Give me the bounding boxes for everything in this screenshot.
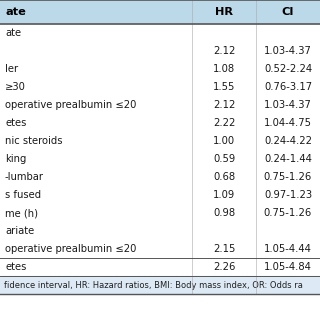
Text: s fused: s fused [5,190,41,200]
Bar [0,96,320,114]
Text: 1.09: 1.09 [213,190,235,200]
Text: ≥30: ≥30 [5,82,26,92]
Text: 0.24-4.22: 0.24-4.22 [264,136,312,146]
Text: 1.00: 1.00 [213,136,235,146]
Bar [0,168,320,186]
Bar [0,24,320,42]
Text: operative prealbumin ≤20: operative prealbumin ≤20 [5,244,136,254]
Bar [0,150,320,168]
Text: CI: CI [282,7,294,17]
Text: 1.05-4.44: 1.05-4.44 [264,244,312,254]
Text: operative prealbumin ≤20: operative prealbumin ≤20 [5,100,136,110]
Text: HR: HR [215,7,233,17]
Text: 0.68: 0.68 [213,172,235,182]
Text: 1.04-4.75: 1.04-4.75 [264,118,312,128]
Bar [0,114,320,132]
Text: nic steroids: nic steroids [5,136,62,146]
Text: 1.03-4.37: 1.03-4.37 [264,100,312,110]
Bar [0,0,320,24]
Text: 1.03-4.37: 1.03-4.37 [264,46,312,56]
Text: 0.52-2.24: 0.52-2.24 [264,64,312,74]
Bar [0,60,320,78]
Bar [0,132,320,150]
Text: 0.98: 0.98 [213,208,235,218]
Text: ate: ate [5,28,21,38]
Text: 2.26: 2.26 [213,262,235,272]
Bar [0,42,320,60]
Text: 0.24-1.44: 0.24-1.44 [264,154,312,164]
Text: 0.75-1.26: 0.75-1.26 [264,208,312,218]
Bar [0,78,320,96]
Text: ler: ler [5,64,18,74]
Text: 2.12: 2.12 [213,46,235,56]
Bar [0,222,320,240]
Text: 0.76-3.17: 0.76-3.17 [264,82,312,92]
Text: ariate: ariate [5,226,34,236]
Text: fidence interval, HR: Hazard ratios, BMI: Body mass index, OR: Odds ra: fidence interval, HR: Hazard ratios, BMI… [4,281,303,290]
Bar [0,204,320,222]
Bar [0,186,320,204]
Text: etes: etes [5,262,26,272]
Text: etes: etes [5,118,26,128]
Text: me (h): me (h) [5,208,38,218]
Text: 0.97-1.23: 0.97-1.23 [264,190,312,200]
Text: 2.15: 2.15 [213,244,235,254]
Text: 2.22: 2.22 [213,118,235,128]
Text: 0.59: 0.59 [213,154,235,164]
Bar [0,258,320,276]
Text: 1.55: 1.55 [213,82,235,92]
Text: 0.75-1.26: 0.75-1.26 [264,172,312,182]
Text: 2.12: 2.12 [213,100,235,110]
Text: -lumbar: -lumbar [5,172,44,182]
Bar [0,240,320,258]
Text: 1.05-4.84: 1.05-4.84 [264,262,312,272]
Text: 1.08: 1.08 [213,64,235,74]
Text: ate: ate [5,7,26,17]
Bar [0,276,320,294]
Text: king: king [5,154,26,164]
